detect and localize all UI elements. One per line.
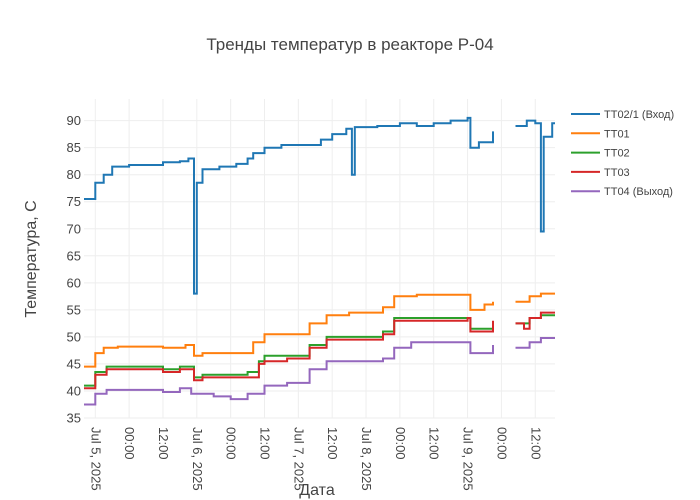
x-tick-label: 00:00 [224, 427, 239, 460]
x-axis-ticks: Jul 5, 2025 00:00 12:00 Jul 6, 2025 00:00 12:… [88, 427, 543, 491]
x-tick-label: Jul 9, 2025 [461, 427, 476, 491]
x-tick-label: Jul 6, 2025 [190, 427, 205, 491]
chart-title: Тренды температур в реакторе Р-04 [206, 35, 493, 54]
y-tick-label: 60 [67, 275, 81, 290]
y-tick-label: 80 [67, 167, 81, 182]
legend-label: TT02 [604, 148, 630, 160]
x-tick-label: 12:00 [427, 427, 442, 460]
legend-item-1[interactable]: TT01 [571, 128, 630, 140]
x-tick-label: 12:00 [156, 427, 171, 460]
series-line-0[interactable] [84, 116, 595, 295]
legend-item-4[interactable]: TT04 (Выход) [571, 186, 673, 198]
x-tick-label: 12:00 [528, 427, 543, 460]
y-tick-label: 85 [67, 140, 81, 155]
y-tick-label: 65 [67, 248, 81, 263]
x-tick-label: 12:00 [325, 427, 340, 460]
y-tick-label: 70 [67, 221, 81, 236]
series-line-4[interactable] [84, 337, 595, 406]
legend-item-3[interactable]: TT03 [571, 167, 630, 179]
y-tick-label: 55 [67, 302, 81, 317]
x-tick-label: Jul 7, 2025 [291, 427, 306, 491]
legend-item-0[interactable]: TT02/1 (Вход) [571, 109, 674, 121]
x-axis-title: Дата [299, 482, 335, 499]
x-tick-label: 00:00 [494, 427, 509, 460]
legend-label: TT02/1 (Вход) [604, 109, 674, 121]
series-line-1[interactable] [84, 292, 595, 368]
y-tick-label: 35 [67, 411, 81, 426]
y-axis-title: Температура, С [23, 200, 40, 317]
legend-label: TT04 (Выход) [604, 186, 673, 198]
grid [84, 99, 555, 419]
x-tick-label: 00:00 [393, 427, 408, 460]
legend-label: TT01 [604, 128, 630, 140]
y-tick-label: 45 [67, 356, 81, 371]
x-tick-label: Jul 5, 2025 [88, 427, 103, 491]
legend[interactable]: TT02/1 (Вход) TT01 TT02 TT03 TT04 (Выход) [571, 109, 674, 198]
series-line-3[interactable] [84, 311, 595, 390]
legend-item-2[interactable]: TT02 [571, 148, 630, 160]
x-tick-label: 00:00 [122, 427, 137, 460]
x-tick-label: 12:00 [258, 427, 273, 460]
y-tick-label: 40 [67, 383, 81, 398]
y-tick-label: 90 [67, 113, 81, 128]
y-axis-ticks: 35 40 45 50 55 60 65 70 75 80 85 90 [67, 113, 81, 425]
y-tick-label: 50 [67, 329, 81, 344]
y-tick-label: 75 [67, 194, 81, 209]
legend-label: TT03 [604, 167, 630, 179]
series-line-2[interactable] [84, 314, 595, 387]
x-tick-label: Jul 8, 2025 [359, 427, 374, 491]
series-lines [84, 116, 595, 406]
